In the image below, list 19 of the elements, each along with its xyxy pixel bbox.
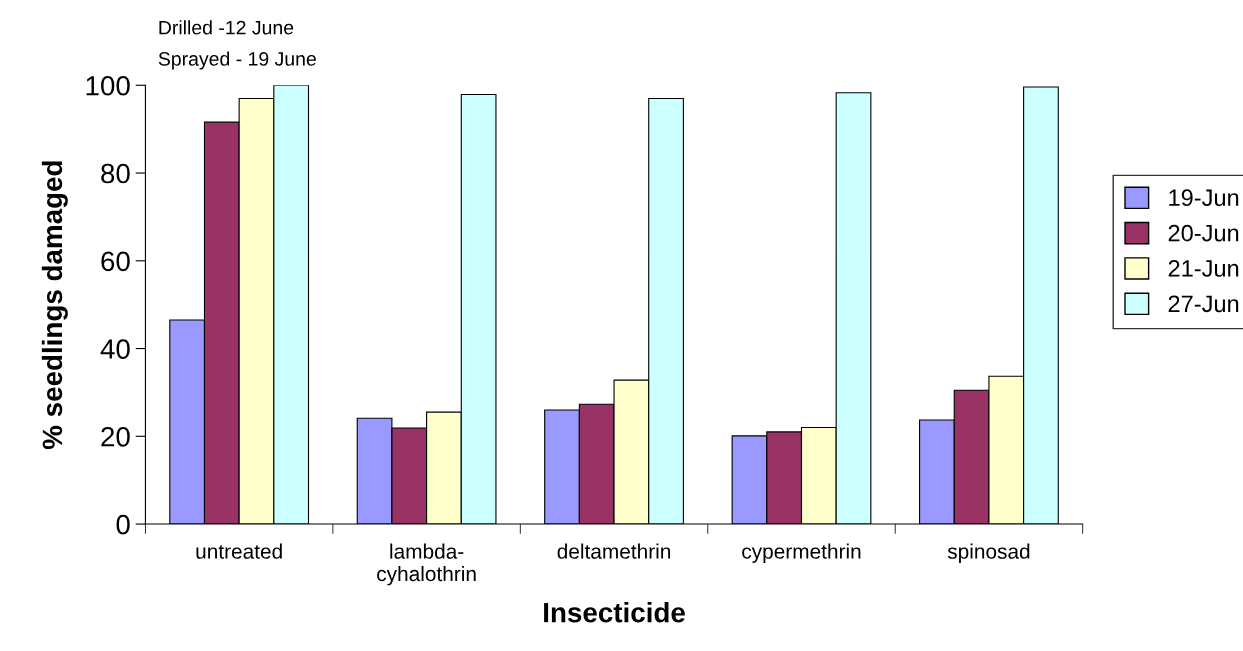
x-axis-title: Insecticide [544,602,685,623]
y-tick-label: 0 [116,514,130,535]
y-axis-title: % seedlings damaged [41,161,68,450]
x-tick-label: cypermethrin [742,543,861,563]
legend-label: 27-Jun [1168,295,1239,313]
text: Drilled -12 June [159,20,294,35]
x-tick-label: spinosad [947,543,1030,563]
x-tick-label: lambda- cyhalothrin [377,543,476,586]
y-tick-label: 80 [101,163,130,184]
legend-label: 21-Jun [1168,260,1239,277]
y-tick-label: 20 [101,426,130,447]
legend-label: 19-Jun [1169,189,1239,207]
text: Sprayed - 19 June [158,51,316,70]
y-tick-label: 100 [86,75,130,96]
y-tick-label: 40 [100,339,130,359]
x-tick-label: untreated [196,543,282,559]
y-tick-label: 60 [101,251,130,272]
x-tick-label: deltamethrin [557,543,671,559]
legend-label: 20-Jun [1168,224,1239,242]
